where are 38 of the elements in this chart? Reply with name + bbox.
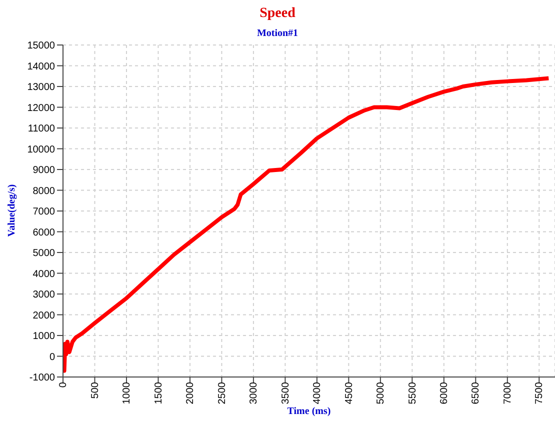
x-tick-label: 2000 xyxy=(185,382,196,404)
x-axis-title: Time (ms) xyxy=(286,406,332,417)
y-tick-label: -1000 xyxy=(29,372,56,384)
x-tick-label: 7000 xyxy=(502,382,514,404)
x-tick-label: 7500 xyxy=(534,382,546,404)
y-tick-label: 15000 xyxy=(27,40,56,52)
y-tick-label: 14000 xyxy=(27,61,56,72)
y-tick-label: 12000 xyxy=(27,102,56,114)
y-tick-label: 10000 xyxy=(27,144,56,156)
x-tick-label: 2500 xyxy=(216,382,228,404)
y-tick-label: 5000 xyxy=(32,248,56,260)
chart-title: Speed xyxy=(258,6,296,22)
y-axis-title: Value(deg/s) xyxy=(6,184,18,236)
y-tick-label: 1000 xyxy=(32,331,56,342)
y-tick-label: 6000 xyxy=(32,227,56,238)
x-tick-label: 500 xyxy=(90,382,101,399)
x-tick-label: 3500 xyxy=(280,382,292,404)
x-tick-label: 0 xyxy=(58,382,70,388)
chart-subtitle: Motion#1 xyxy=(256,28,300,39)
y-tick-label: 4000 xyxy=(32,268,56,280)
y-tick-label: 9000 xyxy=(32,165,56,176)
y-tick-label: 11000 xyxy=(28,124,56,135)
x-tick-label: 1000 xyxy=(122,382,133,404)
x-tick-label: 6500 xyxy=(470,382,482,404)
x-tick-label: 3000 xyxy=(248,382,260,404)
x-tick-label: 6000 xyxy=(439,382,450,404)
y-tick-label: 3000 xyxy=(32,290,56,301)
x-tick-label: 5500 xyxy=(407,382,418,404)
y-tick-label: 0 xyxy=(49,352,56,363)
y-tick-label: 2000 xyxy=(32,310,56,322)
x-tick-label: 5000 xyxy=(376,382,387,404)
x-tick-label: 4500 xyxy=(344,382,355,404)
y-tick-label: 8000 xyxy=(32,186,56,197)
x-tick-label: 1500 xyxy=(153,382,164,404)
y-tick-label: 7000 xyxy=(32,206,56,218)
y-tick-label: 13000 xyxy=(27,82,56,94)
line-series xyxy=(63,76,551,373)
x-tick-label: 4000 xyxy=(312,382,324,404)
